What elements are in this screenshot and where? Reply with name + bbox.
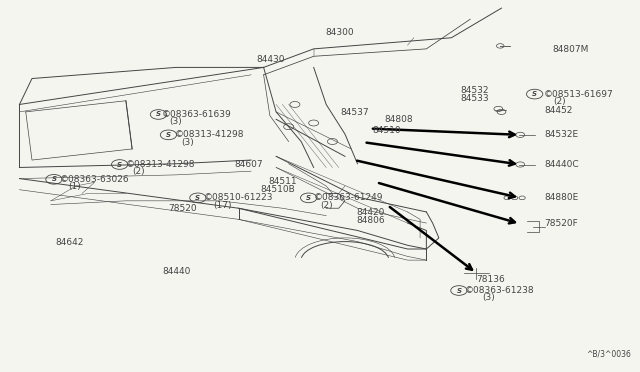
Text: (3): (3) [483, 294, 495, 302]
Text: 84532: 84532 [461, 86, 490, 95]
Text: ^B/3^0036: ^B/3^0036 [586, 349, 631, 358]
Text: ©08363-61238: ©08363-61238 [465, 286, 535, 295]
Text: (2): (2) [132, 167, 145, 176]
Text: 84510B: 84510B [260, 185, 295, 194]
Text: (3): (3) [181, 138, 194, 147]
Text: S: S [306, 195, 311, 201]
Text: 84808: 84808 [385, 115, 413, 124]
Text: 84533: 84533 [461, 94, 490, 103]
Text: 78520F: 78520F [544, 219, 578, 228]
Text: (2): (2) [554, 97, 566, 106]
Text: 84806: 84806 [356, 216, 385, 225]
Text: S: S [456, 288, 461, 294]
Text: 84642: 84642 [56, 238, 84, 247]
Text: 84510: 84510 [372, 126, 401, 135]
Text: ©08363-61249: ©08363-61249 [314, 193, 383, 202]
Text: S: S [117, 161, 122, 167]
Text: 78520: 78520 [168, 205, 197, 214]
Text: 84532E: 84532E [544, 130, 578, 140]
Text: (3): (3) [170, 118, 182, 126]
Text: ©08510-61223: ©08510-61223 [204, 193, 274, 202]
Text: 84430: 84430 [256, 55, 285, 64]
Text: 84440: 84440 [162, 267, 191, 276]
Text: ©08313-41298: ©08313-41298 [126, 160, 195, 169]
Text: ©08513-61697: ©08513-61697 [544, 90, 614, 99]
Text: (17): (17) [214, 201, 232, 210]
Text: 84880E: 84880E [544, 193, 579, 202]
Text: S: S [51, 176, 56, 182]
Text: (2): (2) [320, 201, 333, 210]
Text: 84452: 84452 [544, 106, 572, 115]
Text: 84300: 84300 [325, 28, 353, 38]
Text: ©08363-63026: ©08363-63026 [60, 175, 130, 184]
Text: 84607: 84607 [234, 160, 263, 169]
Text: S: S [532, 91, 537, 97]
Text: 84807M: 84807M [553, 45, 589, 54]
Text: S: S [195, 195, 200, 201]
Text: S: S [166, 132, 171, 138]
Text: ©08363-61639: ©08363-61639 [162, 110, 232, 119]
Text: 84420: 84420 [356, 208, 385, 217]
Text: (1): (1) [68, 182, 81, 191]
Text: ©08313-41298: ©08313-41298 [175, 130, 244, 140]
Text: 84440C: 84440C [544, 160, 579, 169]
Text: 84537: 84537 [340, 108, 369, 117]
Text: 84511: 84511 [269, 177, 297, 186]
Text: 78136: 78136 [476, 275, 505, 284]
Text: S: S [156, 112, 161, 118]
